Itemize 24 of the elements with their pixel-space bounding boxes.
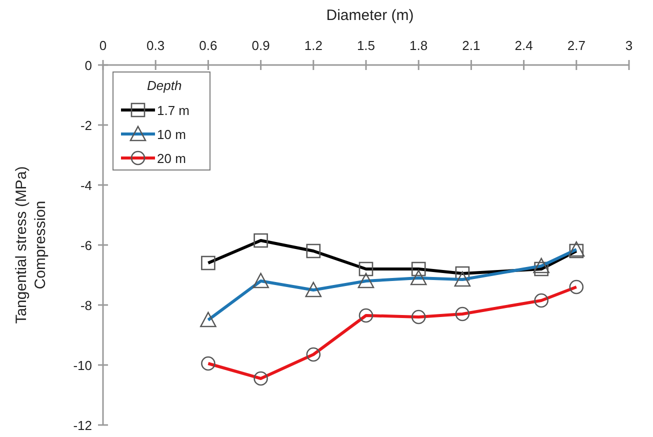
y-tick-label: -8 — [80, 298, 92, 313]
y-tick-label: -2 — [80, 118, 92, 133]
legend-label: 20 m — [157, 151, 186, 166]
x-tick-label: 1.2 — [304, 38, 322, 53]
x-tick-label: 1.8 — [410, 38, 428, 53]
x-tick-label: 2.1 — [462, 38, 480, 53]
x-axis-title: Diameter (m) — [326, 7, 414, 24]
x-tick-label: 0.3 — [146, 38, 165, 53]
legend-title: Depth — [147, 78, 182, 93]
x-tick-label: 2.7 — [567, 38, 586, 53]
y-tick-label: 0 — [84, 58, 92, 73]
x-tick-label: 0.9 — [252, 38, 270, 53]
y-axis-title: Tangential stress (MPa) Compression — [13, 166, 49, 324]
y-tick-label: -12 — [73, 418, 92, 433]
x-tick-label: 2.4 — [514, 38, 533, 53]
legend-label: 1.7 m — [157, 103, 190, 118]
x-tick-label: 0 — [99, 38, 107, 53]
y-tick-label: -4 — [80, 178, 92, 193]
x-tick-label: 1.5 — [356, 38, 376, 53]
legend-label: 10 m — [157, 127, 186, 142]
x-tick-label: 3 — [625, 38, 633, 53]
y-tick-label: -6 — [80, 238, 92, 253]
x-tick-label: 0.6 — [199, 38, 218, 53]
y-tick-label: -10 — [73, 358, 92, 373]
